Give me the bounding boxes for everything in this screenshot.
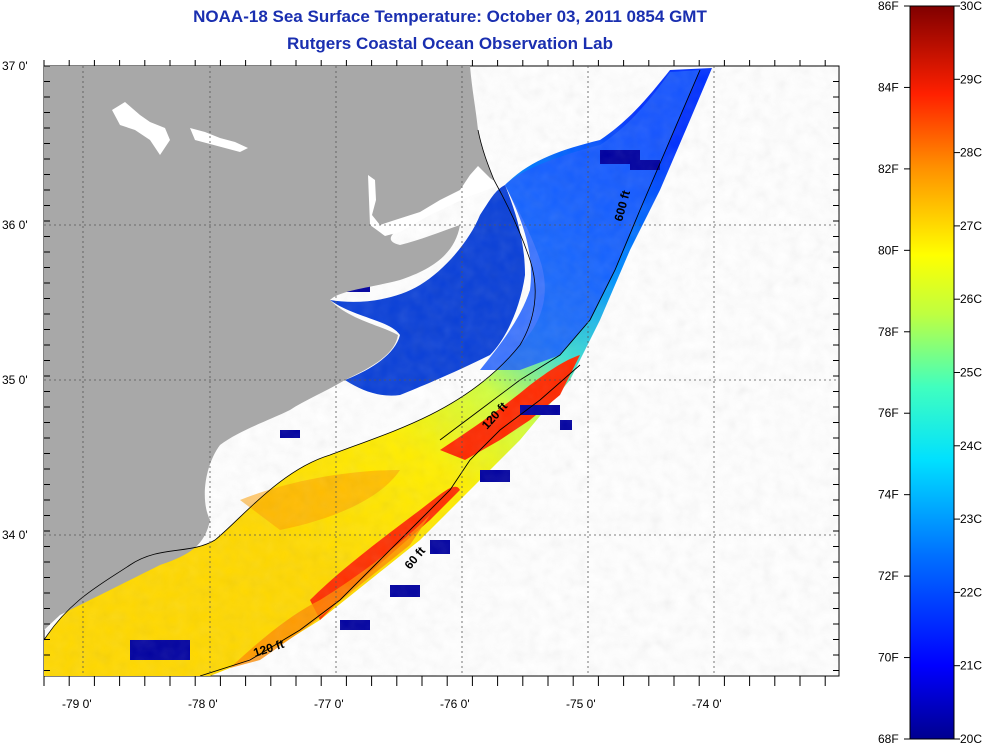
colorbar-c-label: 28C (960, 146, 982, 160)
lon-label-79: -79 0' (62, 697, 92, 711)
axis-ticks (43, 60, 839, 686)
colorbar-c-label: 23C (960, 512, 982, 526)
chesapeake-edge (368, 166, 500, 236)
map-grid (44, 66, 839, 676)
inland-lake-1 (112, 102, 170, 155)
lat-label-34: 34 0' (2, 528, 28, 542)
inland-lake-2 (190, 128, 248, 152)
lat-label-37: 37 0' (2, 59, 28, 73)
colorbar-c-label: 29C (960, 72, 982, 86)
colorbar-c-label: 22C (960, 585, 982, 599)
lon-label-76: -76 0' (440, 697, 470, 711)
colorbar-f-label: 78F (878, 325, 899, 339)
lon-label-74: -74 0' (692, 697, 722, 711)
colorbar-celsius-labels: 30C 29C 28C 27C 26C 25C 24C 23C 22C 21C 20C (954, 0, 982, 746)
lat-label-36: 36 0' (2, 218, 28, 232)
lon-label-77: -77 0' (314, 697, 344, 711)
contour-120ft (199, 364, 581, 676)
colorbar-c-label: 20C (960, 732, 982, 746)
colorbar-c-label: 26C (960, 292, 982, 306)
colorbar-c-label: 27C (960, 219, 982, 233)
colorbar-f-label: 82F (878, 162, 899, 176)
colorbar-c-label: 24C (960, 439, 982, 453)
contour-600ft (439, 69, 701, 441)
colorbar-f-label: 76F (878, 406, 899, 420)
colorbar-f-label: 80F (878, 243, 899, 257)
colorbar-c-label: 25C (960, 366, 982, 380)
colorbar-scale (909, 5, 955, 740)
lat-label-35: 35 0' (2, 373, 28, 387)
colorbar-f-label: 72F (878, 569, 899, 583)
map-subtitle: Rutgers Coastal Ocean Observation Lab (287, 34, 613, 53)
lon-label-75: -75 0' (566, 697, 596, 711)
colorbar-c-label: 21C (960, 659, 982, 673)
colorbar-f-label: 86F (878, 0, 899, 13)
land-mass (44, 66, 494, 630)
colorbar-f-label: 70F (878, 651, 899, 665)
colorbar-f-label: 74F (878, 488, 899, 502)
lon-label-78: -78 0' (188, 697, 218, 711)
map-title: NOAA-18 Sea Surface Temperature: October… (193, 7, 707, 26)
colorbar-f-label: 68F (878, 732, 899, 746)
colorbar-c-label: 30C (960, 0, 982, 13)
colorbar-f-label: 84F (878, 80, 899, 94)
colorbar-fahrenheit-labels: 86F 84F 82F 80F 78F 76F 74F 72F 70F 68F (878, 0, 910, 746)
coastline (44, 129, 536, 641)
